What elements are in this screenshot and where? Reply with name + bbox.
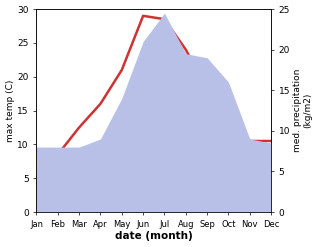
Y-axis label: med. precipitation
(kg/m2): med. precipitation (kg/m2)	[293, 69, 313, 152]
Y-axis label: max temp (C): max temp (C)	[5, 79, 15, 142]
X-axis label: date (month): date (month)	[115, 231, 193, 242]
